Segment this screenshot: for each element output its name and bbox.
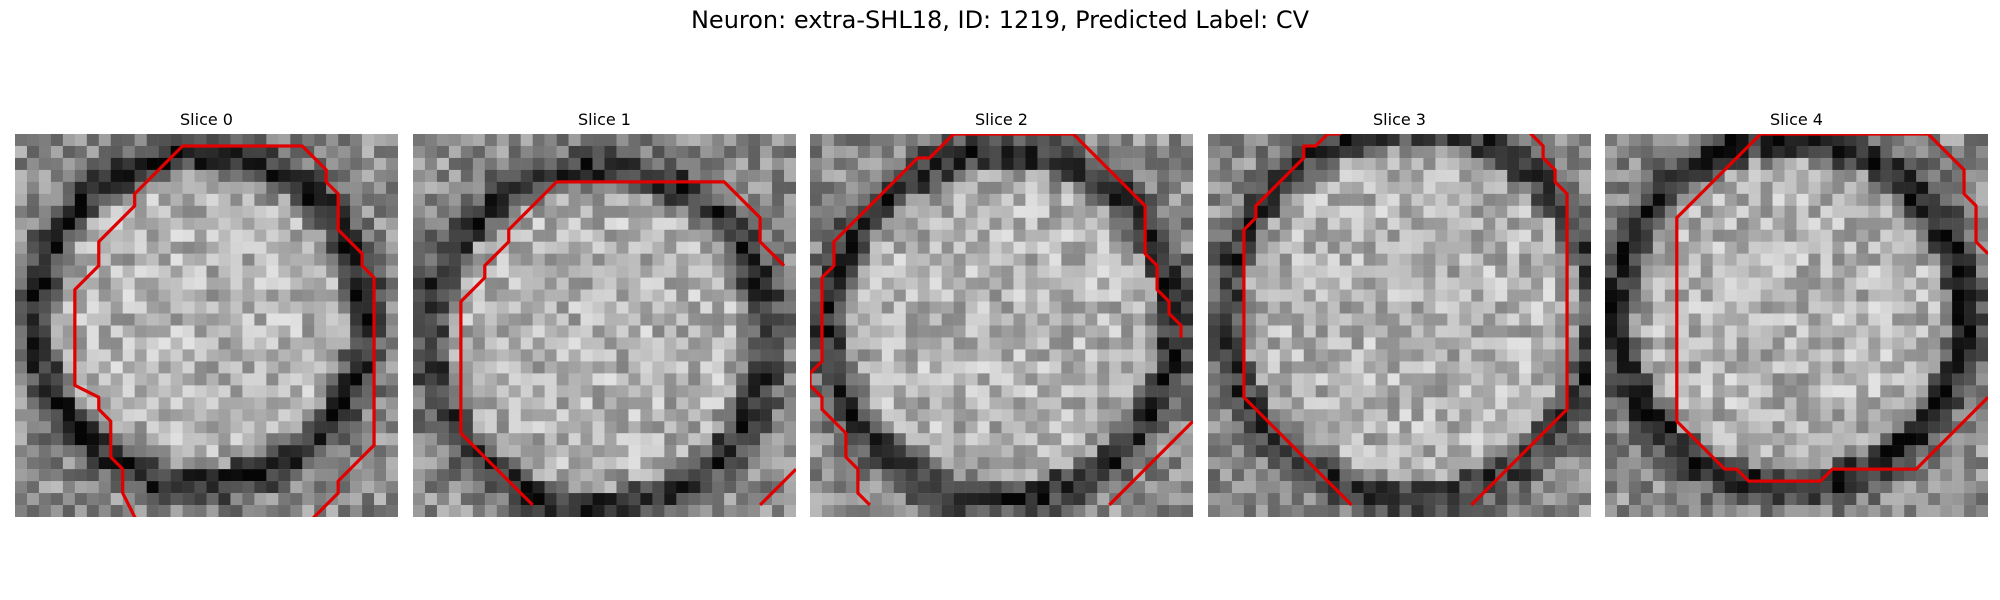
pixel-grid (413, 134, 796, 517)
slice-title: Slice 0 (180, 110, 233, 129)
slice-image (1605, 134, 1988, 517)
segmentation-contour (758, 467, 796, 507)
segmentation-contour (1470, 134, 1569, 507)
pixel-grid (1605, 134, 1988, 517)
slice-image (810, 134, 1193, 517)
slice-panel-0: Slice 0 (15, 108, 398, 517)
segmentation-contour (1242, 134, 1353, 507)
slice-panel-2: Slice 2 (810, 108, 1193, 517)
figure-title: Neuron: extra-SHL18, ID: 1219, Predicted… (690, 6, 1310, 34)
slice-title: Slice 4 (1770, 110, 1823, 129)
slice-image (413, 134, 796, 517)
slice-panel-1: Slice 1 (413, 108, 796, 517)
slice-title: Slice 1 (578, 110, 631, 129)
segmentation-contour (810, 134, 1183, 507)
slice-title: Slice 3 (1373, 110, 1426, 129)
segmentation-contour (73, 144, 376, 517)
slice-image (15, 134, 398, 517)
segmentation-contour (1760, 134, 1988, 255)
pixel-grid (1208, 134, 1591, 517)
slice-title: Slice 2 (975, 110, 1028, 129)
segmentation-contour (459, 180, 786, 507)
segmentation-contour (1675, 134, 1988, 483)
slice-panel-4: Slice 4 (1605, 108, 1988, 517)
slice-image (1208, 134, 1591, 517)
pixel-grid (810, 134, 1193, 517)
segmentation-contour (1108, 420, 1193, 507)
pixel-grid (15, 134, 398, 517)
slice-panel-3: Slice 3 (1208, 108, 1591, 517)
